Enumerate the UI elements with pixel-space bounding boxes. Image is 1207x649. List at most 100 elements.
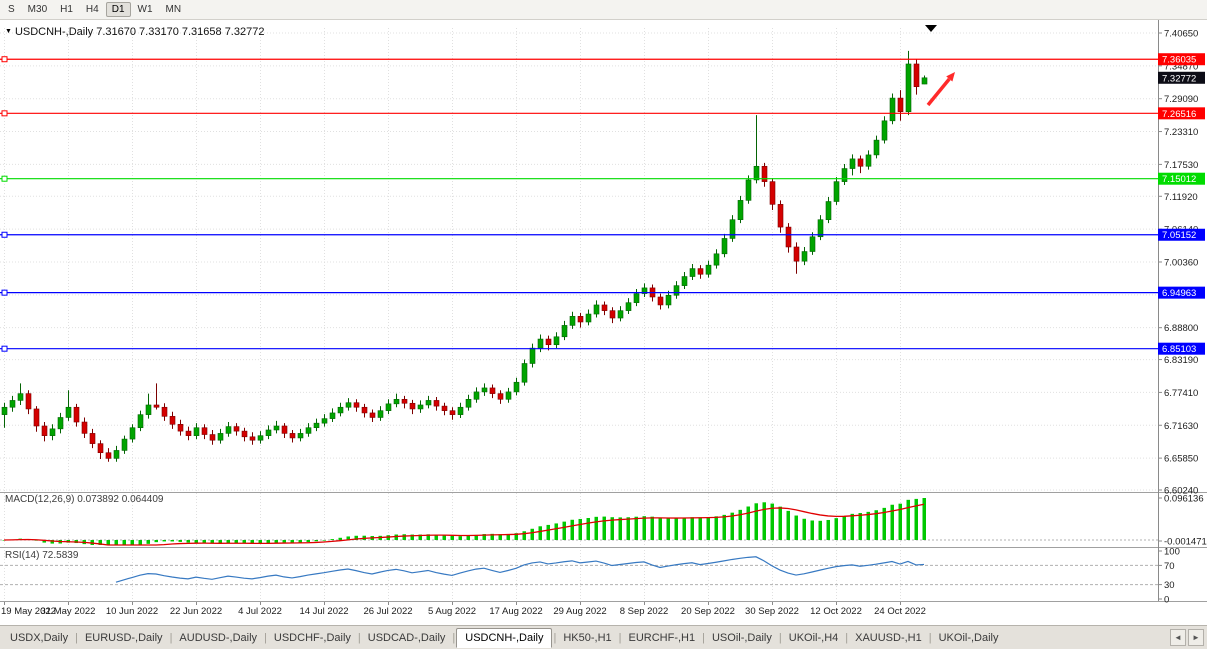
- dropdown-triangle-icon[interactable]: ▼: [5, 28, 12, 35]
- timeframe-button-H4[interactable]: H4: [85, 4, 99, 15]
- svg-text:14 Jul 2022: 14 Jul 2022: [299, 606, 348, 617]
- tab-HK50-H1[interactable]: HK50-,H1: [563, 631, 612, 644]
- svg-text:6.71630: 6.71630: [1164, 421, 1198, 432]
- tab-scroll-right-button[interactable]: ►: [1188, 629, 1204, 646]
- tab-separator: |: [702, 631, 705, 644]
- price-tag-6.94963: [1158, 286, 1205, 299]
- line-handle[interactable]: [1, 175, 8, 182]
- line-handle[interactable]: [1, 110, 8, 117]
- rsi-value: 72.5839: [42, 550, 79, 561]
- tab-separator: |: [618, 631, 622, 644]
- tab-separator: |: [845, 631, 849, 644]
- tab-EURCHF-H1[interactable]: EURCHF-,H1: [628, 631, 696, 644]
- tab-UKOil-Daily[interactable]: UKOil-,Daily: [938, 631, 999, 644]
- price-tag-7.26516: [1158, 107, 1205, 120]
- line-handle[interactable]: [1, 231, 8, 238]
- tab-USDCNH-Daily[interactable]: USDCNH-,Daily: [456, 627, 553, 648]
- svg-text:10 Jun 2022: 10 Jun 2022: [106, 606, 158, 617]
- chart-window: 7.40650 7.34870 7.29090 7.23310 7.17530 7.119…: [0, 20, 1207, 625]
- svg-text:7.00360: 7.00360: [1164, 257, 1198, 268]
- svg-text:26 Jul 2022: 26 Jul 2022: [363, 606, 412, 617]
- rsi-panel: 100 70 30 0: [0, 547, 1180, 606]
- svg-text:17 Aug 2022: 17 Aug 2022: [489, 606, 542, 617]
- svg-text:70: 70: [1164, 561, 1175, 572]
- chart-tabs-bar: USDX,Daily | EURUSD-,Daily | AUDUSD-,Daily | U…: [0, 625, 1207, 649]
- svg-text:31 May 2022: 31 May 2022: [41, 606, 96, 617]
- tab-UKOil-H4[interactable]: UKOil-,H4: [788, 631, 839, 644]
- tab-separator: |: [357, 631, 361, 644]
- svg-text:7.40650: 7.40650: [1164, 29, 1198, 40]
- line-handle[interactable]: [1, 289, 8, 296]
- svg-text:7.36035: 7.36035: [1162, 55, 1196, 66]
- tab-separator: |: [928, 631, 932, 644]
- timeframe-button-D1[interactable]: D1: [105, 2, 131, 17]
- line-handle[interactable]: [1, 56, 8, 63]
- trend-arrow-annotation[interactable]: [926, 77, 951, 107]
- tab-scroll-left-button[interactable]: ◄: [1170, 629, 1186, 646]
- tab-scroll-arrows: ◄ ►: [1167, 629, 1207, 646]
- price-tag-7.05152: [1158, 228, 1205, 241]
- tab-USOil-Daily[interactable]: USOil-,Daily: [711, 631, 772, 644]
- tab-XAUUSD-H1[interactable]: XAUUSD-,H1: [855, 631, 922, 644]
- timeframe-button-MN[interactable]: MN: [165, 4, 182, 15]
- tab-USDX-Daily[interactable]: USDX,Daily: [10, 631, 69, 644]
- tab-separator: |: [169, 631, 173, 644]
- svg-text:12 Oct 2022: 12 Oct 2022: [810, 606, 862, 617]
- svg-text:4 Jul 2022: 4 Jul 2022: [238, 606, 282, 617]
- time-axis[interactable]: [0, 602, 1158, 620]
- svg-text:30 Sep 2022: 30 Sep 2022: [745, 606, 799, 617]
- chart-canvas[interactable]: 7.40650 7.34870 7.29090 7.23310 7.17530 7.119…: [0, 20, 1207, 625]
- trend-arrow-head[interactable]: [946, 72, 955, 82]
- svg-text:20 Sep 2022: 20 Sep 2022: [681, 606, 735, 617]
- svg-text:6.85103: 6.85103: [1162, 344, 1196, 355]
- timeframe-button-M30[interactable]: M30: [27, 4, 48, 15]
- svg-text:6.60240: 6.60240: [1164, 486, 1198, 497]
- svg-text:8 Sep 2022: 8 Sep 2022: [620, 606, 669, 617]
- tab-AUDUSD-Daily[interactable]: AUDUSD-,Daily: [179, 631, 258, 644]
- current-price-tag: [1158, 71, 1205, 84]
- timeframe-button-H1[interactable]: H1: [60, 4, 73, 15]
- price-axis[interactable]: [1158, 20, 1207, 601]
- svg-text:7.23310: 7.23310: [1164, 127, 1198, 138]
- tab-USDCAD-Daily[interactable]: USDCAD-,Daily: [367, 631, 446, 644]
- svg-text:0: 0: [1164, 595, 1169, 606]
- svg-text:-0.001471: -0.001471: [1164, 537, 1207, 548]
- tab-separator: |: [452, 631, 456, 644]
- svg-text:100: 100: [1164, 547, 1180, 558]
- price-tag-7.15012: [1158, 172, 1205, 185]
- svg-text:29 Aug 2022: 29 Aug 2022: [553, 606, 606, 617]
- svg-text:6.77410: 6.77410: [1164, 388, 1198, 399]
- down-triangle-marker[interactable]: [925, 25, 937, 32]
- svg-text:19 May 2022: 19 May 2022: [1, 606, 56, 617]
- candles: [1, 50, 928, 462]
- tab-separator: |: [75, 631, 78, 644]
- tab-separator: |: [553, 631, 557, 644]
- svg-text:5 Aug 2022: 5 Aug 2022: [428, 606, 476, 617]
- grid-lines: [0, 28, 1158, 601]
- svg-text:7.11920: 7.11920: [1164, 192, 1198, 203]
- timeframe-button-S[interactable]: S: [8, 4, 15, 15]
- timeframe-toolbar: S M30 H1 H4 D1 W1 MN: [0, 0, 1207, 20]
- macd-panel: 0.096136 -0.001471: [0, 494, 1207, 548]
- svg-text:6.65850: 6.65850: [1164, 454, 1198, 465]
- timeframe-button-W1[interactable]: W1: [137, 4, 153, 15]
- macd-values: 0.073892 0.064409: [77, 494, 164, 505]
- svg-text:7.15012: 7.15012: [1162, 174, 1196, 185]
- time-axis-labels: 19 May 202231 May 2022 10 Jun 2022 22 Jun …: [1, 602, 926, 617]
- macd-indicator-label: MACD(12,26,9) 0.073892 0.064409: [5, 494, 163, 505]
- svg-text:24 Oct 2022: 24 Oct 2022: [874, 606, 926, 617]
- svg-text:7.26516: 7.26516: [1162, 109, 1196, 120]
- symbol-name: USDCNH-,Daily: [14, 26, 94, 38]
- price-tag-6.85103: [1158, 342, 1205, 355]
- svg-text:7.34870: 7.34870: [1164, 61, 1198, 72]
- svg-text:7.29090: 7.29090: [1164, 94, 1198, 105]
- tab-EURUSD-Daily[interactable]: EURUSD-,Daily: [84, 631, 163, 644]
- tab-separator: |: [778, 631, 782, 644]
- svg-text:7.32772: 7.32772: [1162, 73, 1196, 84]
- chart-title: ▼ USDCNH-,Daily 7.31670 7.33170 7.31658 7…: [5, 26, 264, 38]
- tab-USDCHF-Daily[interactable]: USDCHF-,Daily: [273, 631, 351, 644]
- svg-text:30: 30: [1164, 580, 1175, 591]
- rsi-name: RSI(14): [5, 550, 40, 561]
- line-handle[interactable]: [1, 345, 8, 352]
- svg-text:0.096136: 0.096136: [1164, 494, 1204, 505]
